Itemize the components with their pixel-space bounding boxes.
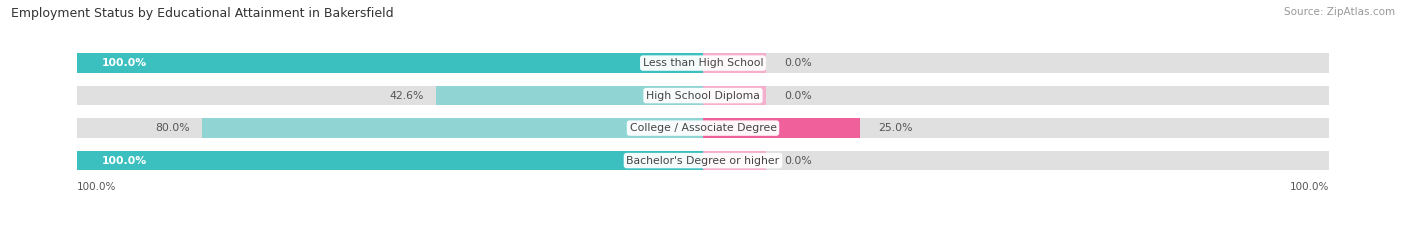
Text: 25.0%: 25.0%	[879, 123, 912, 133]
Text: Less than High School: Less than High School	[643, 58, 763, 68]
Text: 100.0%: 100.0%	[101, 156, 148, 166]
Text: Source: ZipAtlas.com: Source: ZipAtlas.com	[1284, 7, 1395, 17]
Bar	[703, 118, 859, 138]
Text: 80.0%: 80.0%	[155, 123, 190, 133]
Bar	[703, 86, 766, 105]
Bar	[202, 118, 703, 138]
Bar	[77, 53, 703, 73]
Text: High School Diploma: High School Diploma	[647, 91, 759, 101]
Bar	[703, 53, 766, 73]
Bar	[77, 118, 1329, 138]
Text: 42.6%: 42.6%	[389, 91, 423, 101]
Text: Bachelor's Degree or higher: Bachelor's Degree or higher	[627, 156, 779, 166]
Bar	[77, 53, 1329, 73]
Text: 100.0%: 100.0%	[77, 182, 117, 192]
Bar	[77, 151, 1329, 170]
Bar	[436, 86, 703, 105]
Text: 0.0%: 0.0%	[785, 156, 813, 166]
Text: Employment Status by Educational Attainment in Bakersfield: Employment Status by Educational Attainm…	[11, 7, 394, 20]
Text: 0.0%: 0.0%	[785, 58, 813, 68]
Text: 100.0%: 100.0%	[101, 58, 148, 68]
Bar	[77, 151, 703, 170]
Bar	[77, 86, 1329, 105]
Text: 100.0%: 100.0%	[1289, 182, 1329, 192]
Bar	[703, 151, 766, 170]
Text: College / Associate Degree: College / Associate Degree	[630, 123, 776, 133]
Text: 0.0%: 0.0%	[785, 91, 813, 101]
